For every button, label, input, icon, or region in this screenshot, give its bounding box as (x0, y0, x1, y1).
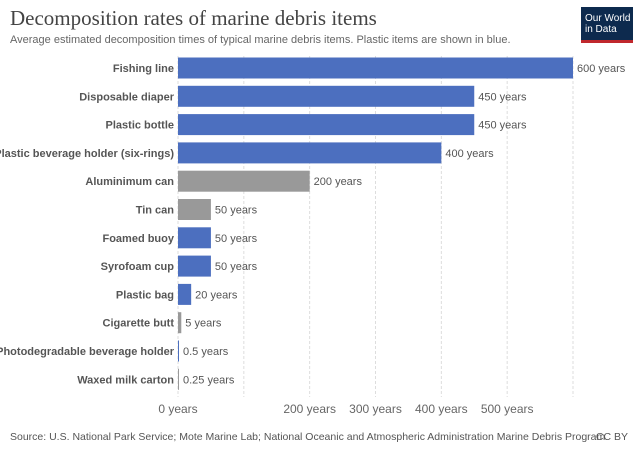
logo-line-2: in Data (585, 24, 617, 35)
value-label: 600 years (577, 63, 626, 75)
category-label: Photodegradable beverage holder (0, 346, 175, 358)
x-tick-label-4: 500 years (481, 402, 534, 416)
value-label: 50 years (215, 261, 258, 273)
category-label: Foamed buoy (102, 233, 174, 245)
x-tick-label-3: 400 years (415, 402, 468, 416)
source-note[interactable]: Source: U.S. National Park Service; Mote… (10, 431, 606, 443)
value-label: 450 years (478, 91, 527, 103)
x-tick-label-1: 200 years (283, 402, 336, 416)
bar[interactable] (178, 142, 442, 164)
value-label: 400 years (445, 148, 494, 160)
category-label: Syrofoam cup (101, 261, 175, 273)
value-label: 450 years (478, 120, 527, 132)
value-label: 0.5 years (183, 346, 229, 358)
category-label: Cigarette butt (103, 318, 175, 330)
category-label: Plastic bag (116, 289, 174, 301)
bar[interactable] (178, 199, 211, 220)
chart-footer: Source: U.S. National Park Service; Mote… (10, 431, 628, 443)
owid-logo[interactable]: Our World in Data (581, 7, 633, 43)
bar[interactable] (178, 114, 475, 136)
bar[interactable] (178, 283, 192, 305)
category-label: Plastic beverage holder (six-rings) (0, 148, 174, 160)
category-label: Tin can (136, 205, 175, 217)
bar[interactable] (178, 57, 573, 79)
x-tick-label-0: 0 years (158, 402, 197, 416)
bar[interactable] (178, 368, 179, 390)
bar[interactable] (178, 255, 211, 277)
value-label: 50 years (215, 233, 258, 245)
chart-subtitle: Average estimated decomposition times of… (10, 34, 511, 46)
category-label: Disposable diaper (79, 91, 174, 103)
value-label: 20 years (195, 289, 238, 301)
x-tick-label-2: 300 years (349, 402, 402, 416)
value-label: 5 years (185, 318, 222, 330)
logo-line-1: Our World (585, 13, 631, 24)
category-label: Plastic bottle (106, 120, 174, 132)
bar[interactable] (178, 85, 475, 107)
category-label: Fishing line (113, 63, 174, 75)
category-label: Aluminimum can (85, 176, 174, 188)
bar[interactable] (178, 170, 310, 192)
bar[interactable] (178, 227, 211, 249)
bar[interactable] (178, 340, 179, 362)
category-label: Waxed milk carton (77, 374, 174, 386)
value-label: 0.25 years (183, 374, 235, 386)
value-label: 50 years (215, 205, 258, 217)
bar[interactable] (178, 312, 182, 334)
value-label: 200 years (314, 176, 363, 188)
chart-title: Decomposition rates of marine debris ite… (10, 6, 377, 30)
license-link[interactable]: CC BY (595, 431, 628, 443)
